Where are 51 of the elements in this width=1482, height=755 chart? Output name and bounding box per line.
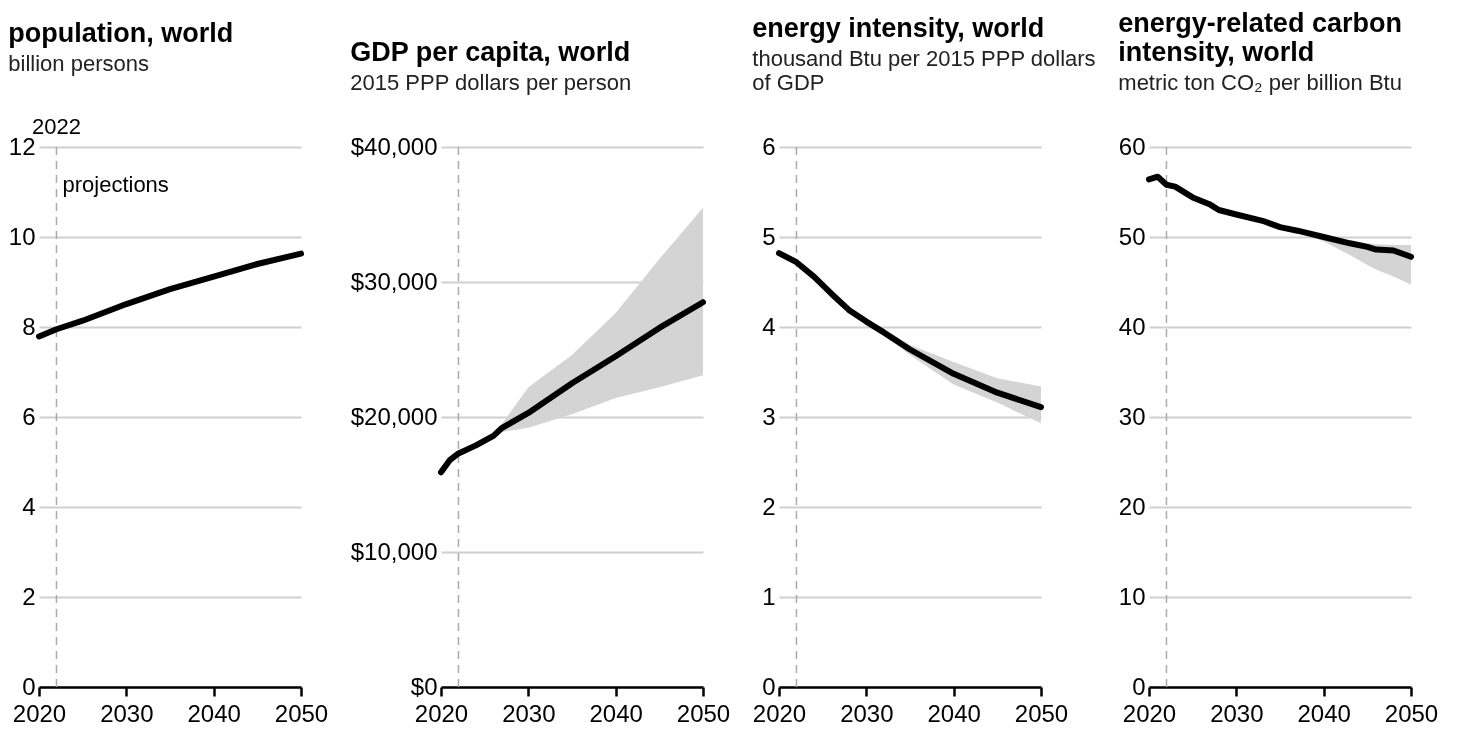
x-tick-label: 2020 (752, 699, 807, 727)
y-tick-label: 30 (1118, 402, 1146, 430)
chart-subtitle: 2015 PPP dollars per person (350, 70, 632, 95)
y-tick-label: 0 (1132, 672, 1146, 700)
chart-subtitle: metric ton CO₂ per billion Btu (1118, 70, 1402, 95)
chart-title: population, world (8, 18, 234, 48)
y-tick-label: $10,000 (350, 537, 438, 565)
chart-subtitle: billion persons (8, 51, 149, 76)
y-tick-label: 20 (1118, 492, 1146, 520)
y-tick-label: $30,000 (350, 267, 438, 295)
x-tick-label: 2050 (274, 699, 329, 727)
x-tick-label: 2040 (927, 699, 981, 727)
y-tick-label: 0 (762, 672, 776, 700)
y-tick-label: 40 (1118, 312, 1146, 340)
y-tick-label: 4 (762, 312, 776, 340)
y-tick-label: 10 (8, 222, 36, 250)
y-tick-label: 4 (22, 492, 36, 520)
chart-title: energy-related carbon intensity, world (1118, 8, 1402, 67)
chart-subtitle: thousand Btu per 2015 PPP dollars of GDP (752, 46, 1096, 95)
x-tick-label: 2040 (1297, 699, 1351, 727)
y-tick-label: 60 (1118, 132, 1146, 160)
y-tick-label: 2 (22, 582, 36, 610)
x-tick-label: 2030 (1210, 699, 1264, 727)
y-tick-label: 0 (22, 672, 36, 700)
y-tick-label: 50 (1118, 222, 1146, 250)
annotation: projections (62, 172, 169, 197)
y-tick-label: 6 (22, 402, 36, 430)
x-tick-label: 2040 (187, 699, 241, 727)
y-tick-label: 6 (762, 132, 776, 160)
x-tick-label: 2020 (1122, 699, 1177, 727)
x-tick-label: 2020 (414, 699, 469, 727)
y-tick-label: 5 (762, 222, 776, 250)
x-tick-label: 2050 (676, 699, 731, 727)
x-tick-label: 2040 (589, 699, 643, 727)
chart-title: energy intensity, world (752, 13, 1045, 43)
y-tick-label: 1 (762, 582, 776, 610)
y-tick-label: 10 (1118, 582, 1146, 610)
x-tick-label: 2030 (100, 699, 154, 727)
ref-line-label: 2022 (31, 114, 81, 139)
x-tick-label: 2030 (502, 699, 556, 727)
y-tick-label: 3 (762, 402, 776, 430)
y-tick-label: $20,000 (350, 402, 438, 430)
x-tick-label: 2050 (1014, 699, 1069, 727)
y-tick-label: $0 (410, 672, 438, 700)
y-tick-label: 2 (762, 492, 776, 520)
y-tick-label: $40,000 (350, 132, 438, 160)
x-tick-label: 2050 (1384, 699, 1439, 727)
x-tick-label: 2030 (840, 699, 894, 727)
chart-title: GDP per capita, world (350, 37, 631, 67)
y-tick-label: 8 (22, 312, 36, 340)
x-tick-label: 2020 (12, 699, 67, 727)
